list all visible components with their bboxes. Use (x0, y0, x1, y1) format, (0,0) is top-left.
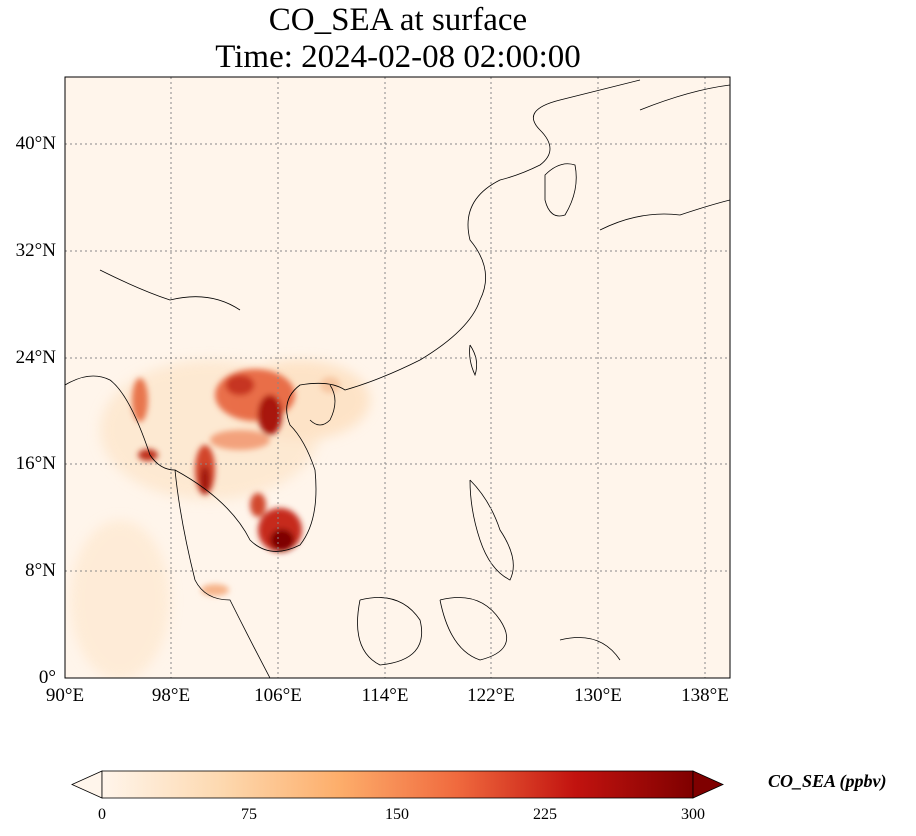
lon-tick-122: 122°E (467, 685, 515, 706)
map-frame (64, 76, 731, 679)
colorbar-tick-0: 0 (98, 806, 106, 823)
lat-tick-32: 32°N (15, 240, 56, 261)
concentration-field (70, 360, 370, 678)
colorbar-tick-300: 300 (681, 806, 705, 823)
lon-tick-130: 130°E (574, 685, 622, 706)
lat-tick-8: 8°N (25, 560, 56, 581)
title-line1: CO_SEA at surface (268, 2, 528, 38)
lat-tick-24: 24°N (15, 347, 56, 368)
lat-tick-0: 0° (38, 667, 56, 688)
colorbar-tick-150: 150 (385, 806, 409, 823)
colorbar (71, 770, 724, 799)
lat-tick-16: 16°N (15, 453, 56, 474)
colorbar-tick-75: 75 (241, 806, 257, 823)
lon-tick-98: 98°E (151, 685, 191, 706)
lon-tick-90: 90°E (45, 685, 85, 706)
map-title: CO_SEA at surface Time: 2024-02-08 02:00… (0, 2, 796, 76)
coastlines (65, 79, 730, 678)
colorbar-tick-225: 225 (533, 806, 557, 823)
lon-tick-106: 106°E (254, 685, 302, 706)
colorbar-label: CO_SEA (ppbv) (768, 771, 887, 791)
colorbar-gradient (101, 770, 694, 799)
lon-tick-114: 114°E (361, 685, 409, 706)
lat-tick-40: 40°N (15, 133, 56, 154)
title-line2: Time: 2024-02-08 02:00:00 (215, 39, 581, 75)
lon-tick-138: 138°E (681, 685, 729, 706)
colorbar-extend-max (692, 770, 724, 799)
gridlines (65, 77, 730, 678)
colorbar-extend-min (71, 770, 103, 799)
